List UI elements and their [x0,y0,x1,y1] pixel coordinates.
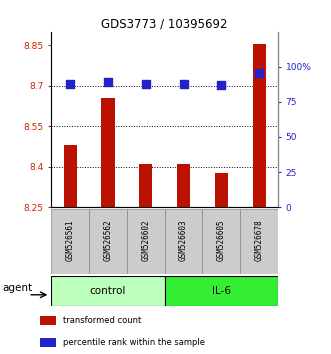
Text: GSM526562: GSM526562 [104,219,113,261]
Text: GSM526561: GSM526561 [66,219,75,261]
Bar [203,209,240,274]
Bar [177,164,190,207]
Bar [127,209,165,274]
Bar [40,338,56,347]
Point [257,70,262,75]
Text: control: control [90,286,126,296]
Point [68,81,73,87]
Text: GSM526603: GSM526603 [179,219,188,261]
Bar [139,164,152,207]
Point [143,81,148,87]
Bar [64,145,77,207]
Bar [240,209,278,274]
Bar [51,209,89,274]
Bar [101,98,115,207]
Text: GSM526678: GSM526678 [255,219,264,261]
Bar [215,173,228,207]
Text: GSM526605: GSM526605 [217,219,226,261]
Bar [40,316,56,325]
Bar [253,44,266,207]
Title: GDS3773 / 10395692: GDS3773 / 10395692 [101,18,228,31]
Text: transformed count: transformed count [63,316,142,325]
Point [219,82,224,88]
Bar [165,209,203,274]
Point [181,81,186,87]
Bar [51,276,165,306]
Bar [89,209,127,274]
Text: agent: agent [3,282,33,292]
Text: IL-6: IL-6 [212,286,231,296]
Text: GSM526602: GSM526602 [141,219,150,261]
Bar [165,276,278,306]
Point [105,80,111,85]
Text: percentile rank within the sample: percentile rank within the sample [63,338,205,347]
